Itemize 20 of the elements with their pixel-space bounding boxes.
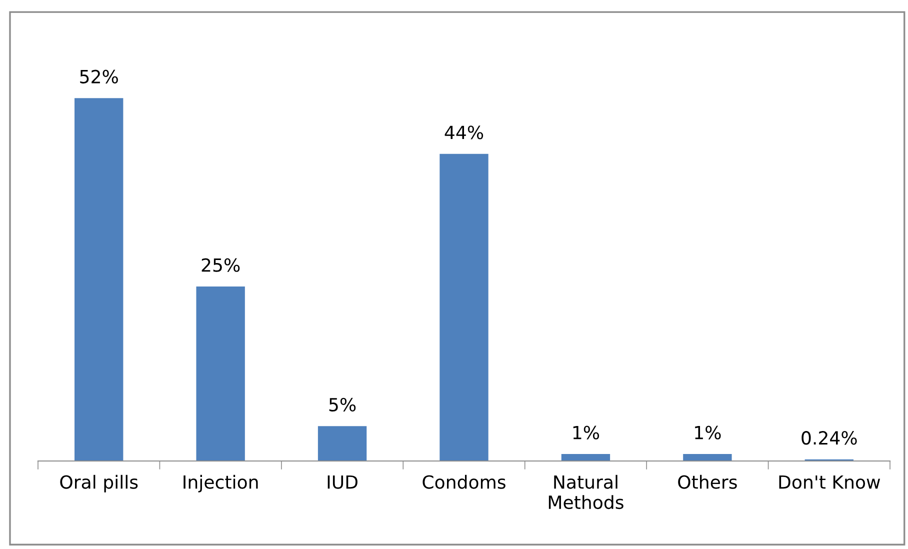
x-tick-label: Condoms — [422, 474, 506, 489]
bar — [561, 454, 610, 461]
bar — [683, 454, 732, 461]
data-label: 25% — [202, 258, 240, 272]
x-tick-label: Oral pills — [60, 474, 138, 492]
x-tick-label: Don't Know — [779, 475, 880, 489]
data-label: 52% — [80, 70, 118, 84]
data-label: 1% — [695, 426, 721, 440]
bar — [440, 154, 488, 461]
data-label: 1% — [573, 426, 600, 440]
x-tick-label: Others — [678, 474, 737, 489]
x-tick-label: IUD — [328, 475, 358, 489]
bar — [196, 286, 245, 461]
data-label: 0.24% — [802, 431, 857, 445]
bar — [74, 98, 124, 461]
data-label: 5% — [329, 398, 356, 412]
bar — [318, 426, 367, 461]
x-tick-label: Natural Methods — [548, 474, 624, 510]
x-tick-label: Injection — [184, 474, 258, 492]
data-label: 44% — [444, 126, 484, 140]
